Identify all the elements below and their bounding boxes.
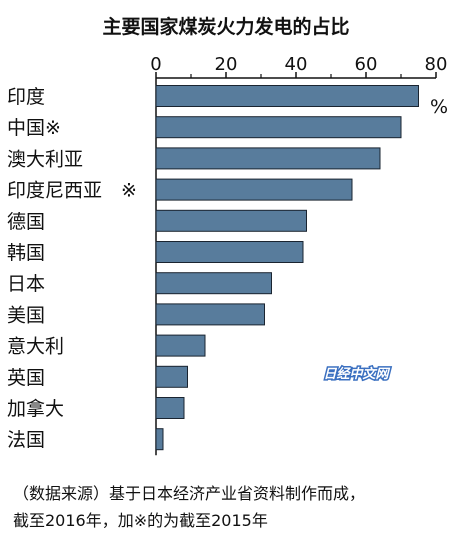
category-label: 意大利 [7, 336, 64, 358]
bars [155, 85, 419, 451]
category-label: 澳大利亚 [7, 148, 83, 170]
unit-label: % [430, 96, 448, 118]
category-label: 印度尼西亚 ※ [7, 180, 137, 202]
category-label: 韩国 [7, 242, 45, 264]
x-tick-label: 60 [355, 54, 378, 75]
x-tick-label: 80 [425, 54, 448, 75]
bar [155, 334, 206, 357]
x-tick-label: 0 [150, 54, 161, 75]
chart-title: 主要国家煤炭火力发电的占比 [102, 15, 349, 38]
bar [155, 116, 402, 139]
bar [155, 303, 265, 326]
category-label: 加拿大 [7, 397, 64, 420]
category-label: 中国※ [7, 117, 61, 139]
category-label: 英国 [7, 367, 45, 389]
x-tick-label: 40 [285, 54, 308, 75]
bar [155, 178, 353, 201]
category-label: 日本 [7, 273, 45, 295]
source-note-line2: 截至2016年，加※的为截至2015年 [13, 511, 268, 530]
category-label: 印度 [7, 86, 45, 108]
x-tick-label: 20 [215, 54, 238, 75]
bar [155, 147, 381, 170]
x-axis: 0 20 40 60 80 [150, 54, 448, 456]
category-label: 法国 [7, 429, 45, 451]
bar [155, 365, 188, 388]
category-label: 德国 [7, 211, 45, 233]
bar [155, 397, 185, 419]
bar [155, 428, 164, 451]
category-label: 美国 [7, 304, 45, 326]
bar [155, 241, 304, 263]
source-note-line1: （数据来源）基于日本经济产业省资料制作而成， [13, 484, 365, 503]
bar [155, 209, 307, 232]
bar [155, 85, 419, 107]
bar [155, 272, 272, 295]
watermark: 日经中文网 [323, 366, 390, 382]
